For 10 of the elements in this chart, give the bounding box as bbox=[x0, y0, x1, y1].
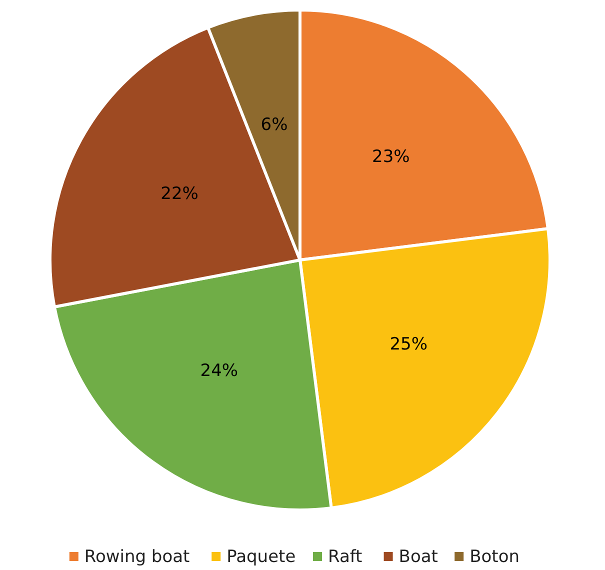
data-label: 23% bbox=[372, 146, 410, 167]
legend-label: Boat bbox=[398, 547, 438, 567]
legend-label: Boton bbox=[470, 547, 520, 567]
data-label: 25% bbox=[390, 334, 428, 354]
data-label: 6% bbox=[260, 114, 288, 135]
legend-label: Rowing boat bbox=[84, 547, 190, 567]
data-label: 24% bbox=[200, 361, 238, 382]
legend-label: Paquete bbox=[226, 547, 296, 567]
data-label: 22% bbox=[160, 184, 198, 204]
legend-label: Raft bbox=[328, 547, 363, 567]
